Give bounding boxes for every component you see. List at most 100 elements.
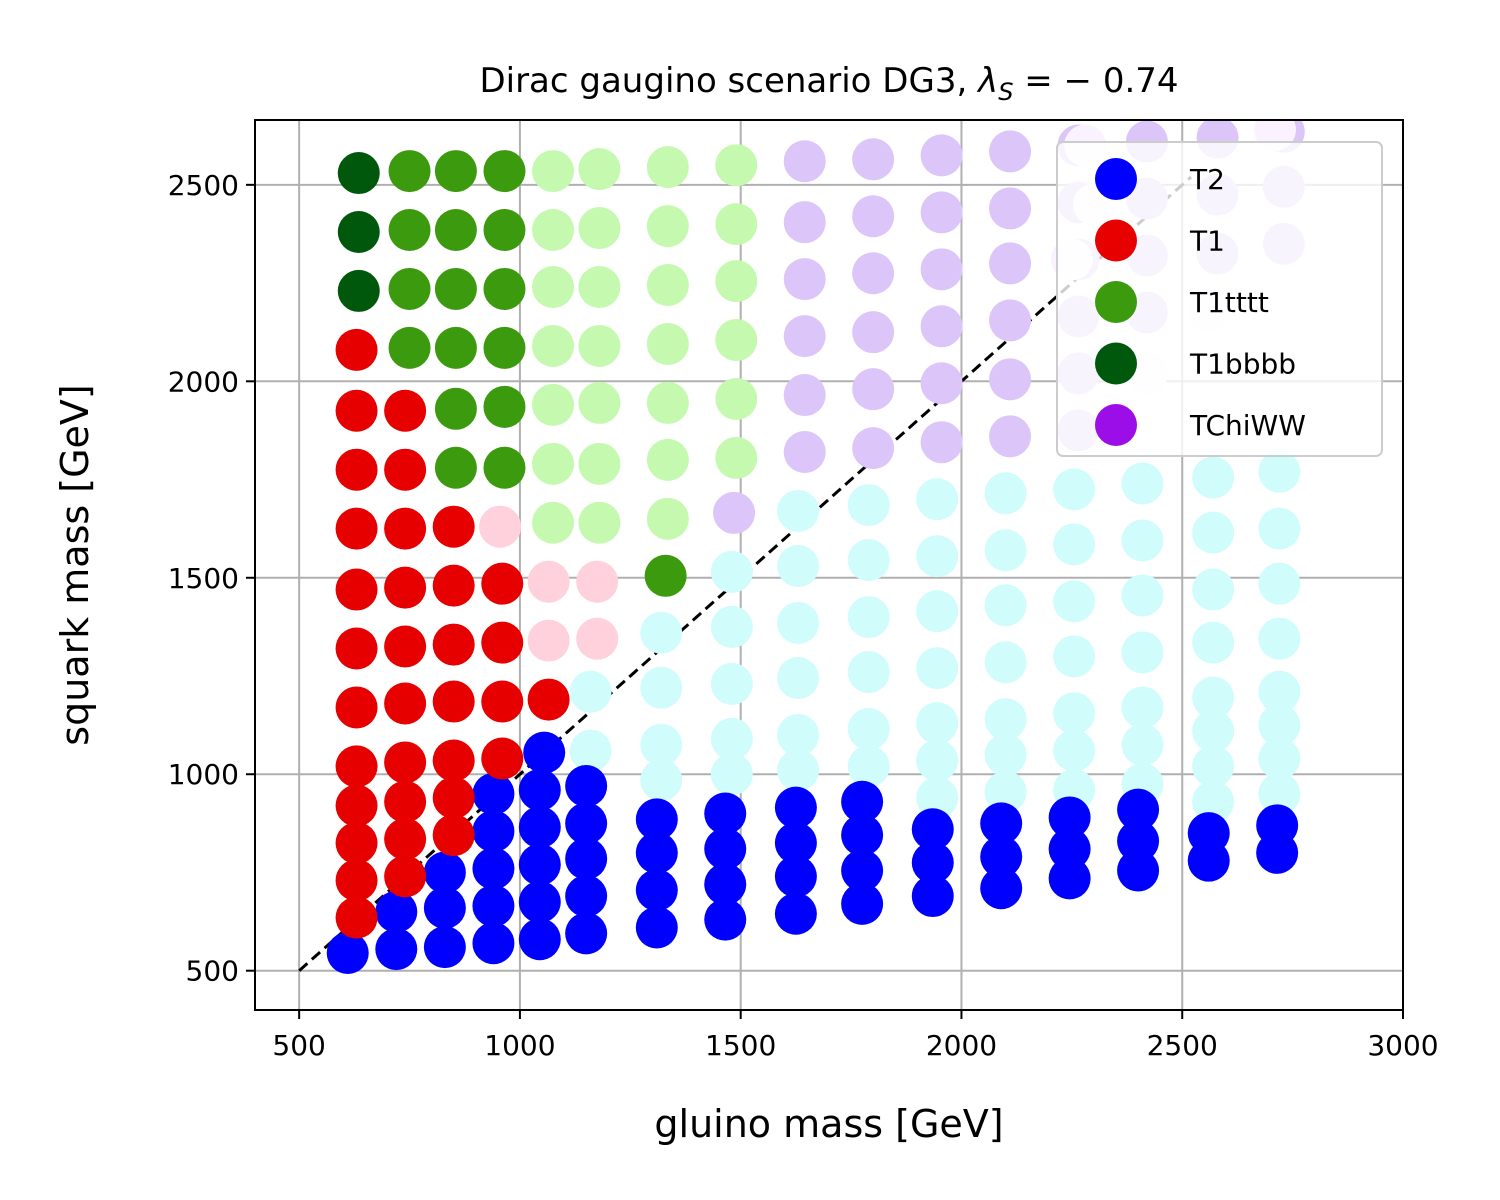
data-point-t2 bbox=[911, 841, 954, 884]
faded-data-point bbox=[1192, 710, 1235, 753]
data-point-t1 bbox=[335, 896, 378, 939]
data-point-t1tttt bbox=[483, 446, 526, 489]
data-point-t2 bbox=[518, 843, 561, 886]
data-point-t1 bbox=[481, 562, 524, 605]
data-point-t2 bbox=[911, 875, 954, 918]
data-point-t1 bbox=[335, 859, 378, 902]
data-point-t2 bbox=[565, 802, 608, 845]
data-point-t2 bbox=[1117, 788, 1160, 831]
faded-data-point bbox=[1121, 631, 1164, 674]
faded-data-point bbox=[989, 187, 1032, 230]
faded-data-point bbox=[1258, 450, 1301, 493]
legend-marker-t1bbbb bbox=[1095, 342, 1137, 385]
faded-data-point bbox=[640, 723, 683, 766]
faded-data-point bbox=[527, 560, 570, 603]
faded-data-point bbox=[640, 759, 683, 802]
faded-data-point bbox=[777, 749, 820, 792]
plot-frame bbox=[254, 119, 1404, 1011]
data-point-t1tttt bbox=[483, 209, 526, 252]
faded-data-point bbox=[847, 651, 890, 694]
faded-data-point bbox=[916, 590, 959, 633]
faded-data-point bbox=[1053, 580, 1096, 623]
x-tick-label: 500 bbox=[272, 1029, 325, 1062]
data-point-t1tttt bbox=[434, 387, 477, 430]
faded-data-point bbox=[1053, 635, 1096, 678]
legend-marker-tchiww bbox=[1095, 404, 1137, 446]
data-point-t2 bbox=[774, 822, 817, 865]
data-point-t2 bbox=[1048, 796, 1091, 839]
faded-data-point bbox=[527, 619, 570, 662]
legend-label-t1bbbb: T1bbbb bbox=[1189, 348, 1296, 381]
faded-data-point bbox=[1121, 723, 1164, 766]
legend-marker-t1tttt bbox=[1095, 281, 1137, 323]
faded-data-point bbox=[777, 713, 820, 756]
data-point-t1 bbox=[335, 507, 378, 550]
data-point-t1 bbox=[335, 627, 378, 670]
data-point-t2 bbox=[774, 786, 817, 829]
faded-data-point bbox=[532, 442, 575, 485]
faded-data-point bbox=[984, 641, 1027, 684]
faded-data-point bbox=[989, 415, 1032, 458]
faded-data-point bbox=[920, 305, 963, 348]
faded-data-point bbox=[847, 708, 890, 751]
data-point-t2 bbox=[326, 932, 369, 975]
faded-data-point bbox=[916, 739, 959, 782]
data-point-t1tttt bbox=[483, 326, 526, 369]
data-point-t2 bbox=[980, 867, 1023, 910]
data-point-t1 bbox=[432, 623, 475, 666]
faded-data-point bbox=[847, 596, 890, 639]
faded-data-point bbox=[1053, 729, 1096, 772]
y-tick-label: 2500 bbox=[168, 169, 239, 202]
data-point-t1 bbox=[481, 680, 524, 723]
data-point-t2 bbox=[841, 780, 884, 823]
faded-data-point bbox=[852, 368, 895, 411]
y-tick-label: 500 bbox=[186, 955, 239, 988]
data-point-t2 bbox=[518, 768, 561, 811]
faded-data-point bbox=[1258, 670, 1301, 713]
data-point-t1bbbb bbox=[337, 269, 380, 312]
faded-data-point bbox=[1258, 772, 1301, 815]
data-point-t2 bbox=[635, 831, 678, 874]
data-point-t2 bbox=[704, 827, 747, 870]
data-point-t1tttt bbox=[388, 150, 431, 193]
faded-data-point bbox=[777, 656, 820, 699]
faded-data-point bbox=[989, 130, 1032, 173]
faded-data-point bbox=[852, 311, 895, 354]
faded-data-point bbox=[920, 134, 963, 177]
faded-data-point bbox=[710, 605, 753, 648]
faded-data-point bbox=[1258, 507, 1301, 550]
data-point-t1 bbox=[384, 389, 427, 432]
faded-data-point bbox=[1192, 456, 1235, 499]
data-point-t2 bbox=[518, 918, 561, 961]
data-point-t1 bbox=[335, 822, 378, 865]
data-point-t2 bbox=[423, 851, 466, 894]
faded-data-point bbox=[783, 258, 826, 301]
data-point-t2 bbox=[704, 863, 747, 906]
chart-title: Dirac gaugino scenario DG3, λS = − 0.74 bbox=[479, 61, 1178, 106]
faded-data-point bbox=[1192, 780, 1235, 823]
data-point-t1 bbox=[432, 814, 475, 857]
x-tick-label: 3000 bbox=[1367, 1029, 1438, 1062]
data-point-t1 bbox=[432, 680, 475, 723]
faded-data-point bbox=[1121, 574, 1164, 617]
legend: T2 T1 T1tttt T1bbbb TChiWW bbox=[1056, 141, 1383, 457]
data-point-t2 bbox=[774, 892, 817, 935]
data-point-t2 bbox=[635, 906, 678, 949]
data-point-t1tttt bbox=[434, 326, 477, 369]
data-point-t1tttt bbox=[388, 209, 431, 252]
data-point-t2 bbox=[980, 835, 1023, 878]
data-point-t1 bbox=[335, 448, 378, 491]
data-point-t1tttt bbox=[434, 446, 477, 489]
faded-data-point bbox=[852, 427, 895, 470]
faded-data-point bbox=[1192, 568, 1235, 611]
data-point-t1 bbox=[384, 507, 427, 550]
data-point-t1tttt bbox=[434, 267, 477, 310]
data-point-t2 bbox=[523, 731, 566, 774]
faded-data-point bbox=[715, 260, 758, 303]
data-point-t2 bbox=[1048, 857, 1091, 900]
y-tick-label: 1500 bbox=[168, 562, 239, 595]
faded-data-point bbox=[646, 381, 689, 424]
faded-data-point bbox=[989, 242, 1032, 285]
data-point-t1 bbox=[384, 682, 427, 725]
